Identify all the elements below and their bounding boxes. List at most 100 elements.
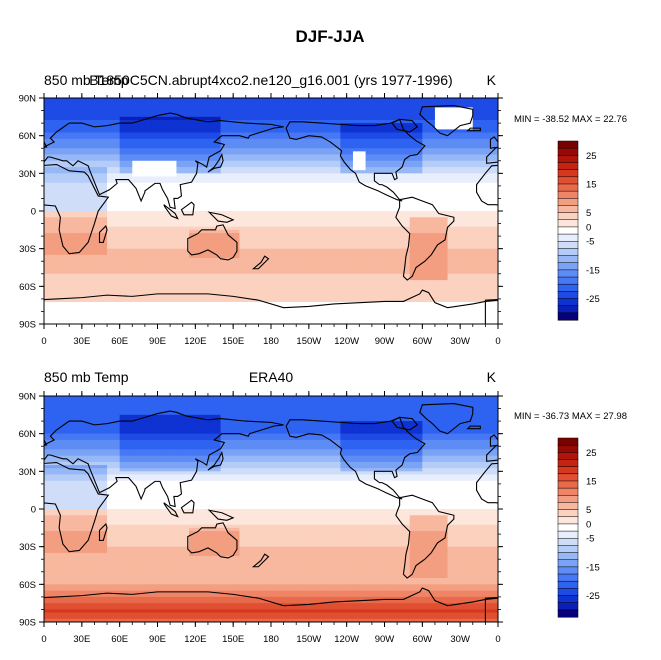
map-cell (239, 132, 247, 137)
map-cell (62, 129, 70, 133)
map-cell (453, 214, 461, 218)
map-cell (271, 264, 278, 268)
map-cell (321, 214, 329, 218)
map-cell (491, 292, 498, 297)
map-cell (447, 245, 455, 250)
map-cell (428, 302, 436, 306)
map-cell (428, 298, 436, 303)
map-cell (182, 170, 190, 174)
map-cell (441, 98, 448, 102)
map-cell (189, 254, 196, 259)
map-cell (201, 248, 209, 253)
map-cell (62, 113, 70, 118)
map-cell (226, 239, 234, 243)
map-cell (157, 232, 165, 237)
map-cell (157, 214, 165, 218)
map-cell (226, 220, 234, 224)
map-cell (44, 101, 51, 105)
map-cell (113, 226, 121, 231)
map-cell (453, 132, 461, 137)
map-cell (252, 107, 259, 111)
map-cell (472, 211, 480, 215)
map-cell (416, 239, 423, 243)
map-cell (390, 129, 398, 133)
map-cell (144, 217, 152, 221)
map-cell (327, 145, 335, 149)
map-cell (352, 119, 360, 124)
map-cell (416, 138, 423, 143)
map-cell (434, 229, 442, 234)
map-cell (491, 113, 498, 118)
map-cell (352, 176, 360, 181)
map-cell (359, 232, 366, 237)
map-cell (189, 267, 196, 272)
map-cell (441, 198, 448, 202)
map-cell (151, 179, 158, 184)
map-cell (132, 289, 139, 294)
map-cell (189, 232, 196, 237)
map-cell (100, 264, 108, 268)
map-cell (176, 116, 184, 121)
map-cell (88, 141, 95, 146)
map-cell (308, 239, 316, 243)
map-cell (428, 98, 436, 102)
map-cell (308, 214, 316, 218)
map-cell (447, 195, 455, 199)
map-cell (125, 107, 133, 111)
map-cell (75, 308, 83, 312)
map-cell (422, 239, 430, 243)
map-cell (434, 295, 442, 300)
map-cell (315, 245, 322, 250)
map-cell (453, 280, 461, 284)
map-cell (327, 185, 335, 190)
map-cell (226, 211, 234, 215)
map-cell (157, 148, 165, 152)
map-cell (359, 141, 366, 146)
map-cell (346, 182, 354, 187)
map-cell (283, 214, 291, 218)
map-cell (245, 226, 253, 231)
map-cell (62, 145, 70, 149)
map-cell (384, 116, 392, 121)
map-cell (258, 160, 266, 165)
map-cell (378, 302, 385, 306)
map-cell (296, 220, 303, 224)
map-cell (321, 182, 329, 187)
map-cell (151, 217, 158, 221)
map-cell (119, 314, 127, 319)
map-cell (397, 254, 404, 259)
map-cell (277, 229, 285, 234)
map-cell (346, 232, 354, 237)
map-cell (69, 204, 76, 209)
map-cell (466, 154, 474, 159)
map-cell (157, 242, 165, 246)
map-cell (252, 148, 259, 152)
map-cell (460, 113, 467, 118)
map-cell (62, 170, 70, 174)
map-cell (416, 258, 423, 262)
map-cell (62, 211, 70, 215)
map-cell (346, 302, 354, 306)
map-cell (88, 113, 95, 118)
map-cell (44, 276, 51, 281)
map-cell (409, 192, 417, 196)
map-cell (100, 110, 108, 115)
map-cell (113, 104, 121, 108)
map-cell (258, 192, 266, 196)
map-cell (195, 217, 203, 221)
map-cell (466, 305, 474, 309)
map-cell (397, 229, 404, 234)
map-cell (491, 116, 498, 121)
map-cell (466, 195, 474, 199)
map-cell (113, 141, 121, 146)
map-cell (428, 273, 436, 278)
map-cell (113, 132, 121, 137)
map-cell (163, 154, 171, 159)
map-cell (352, 101, 360, 105)
map-cell (56, 239, 64, 243)
map-cell (485, 176, 493, 181)
map-cell (239, 126, 247, 130)
map-cell (384, 148, 392, 152)
map-cell (277, 132, 285, 137)
map-cell (466, 236, 474, 240)
